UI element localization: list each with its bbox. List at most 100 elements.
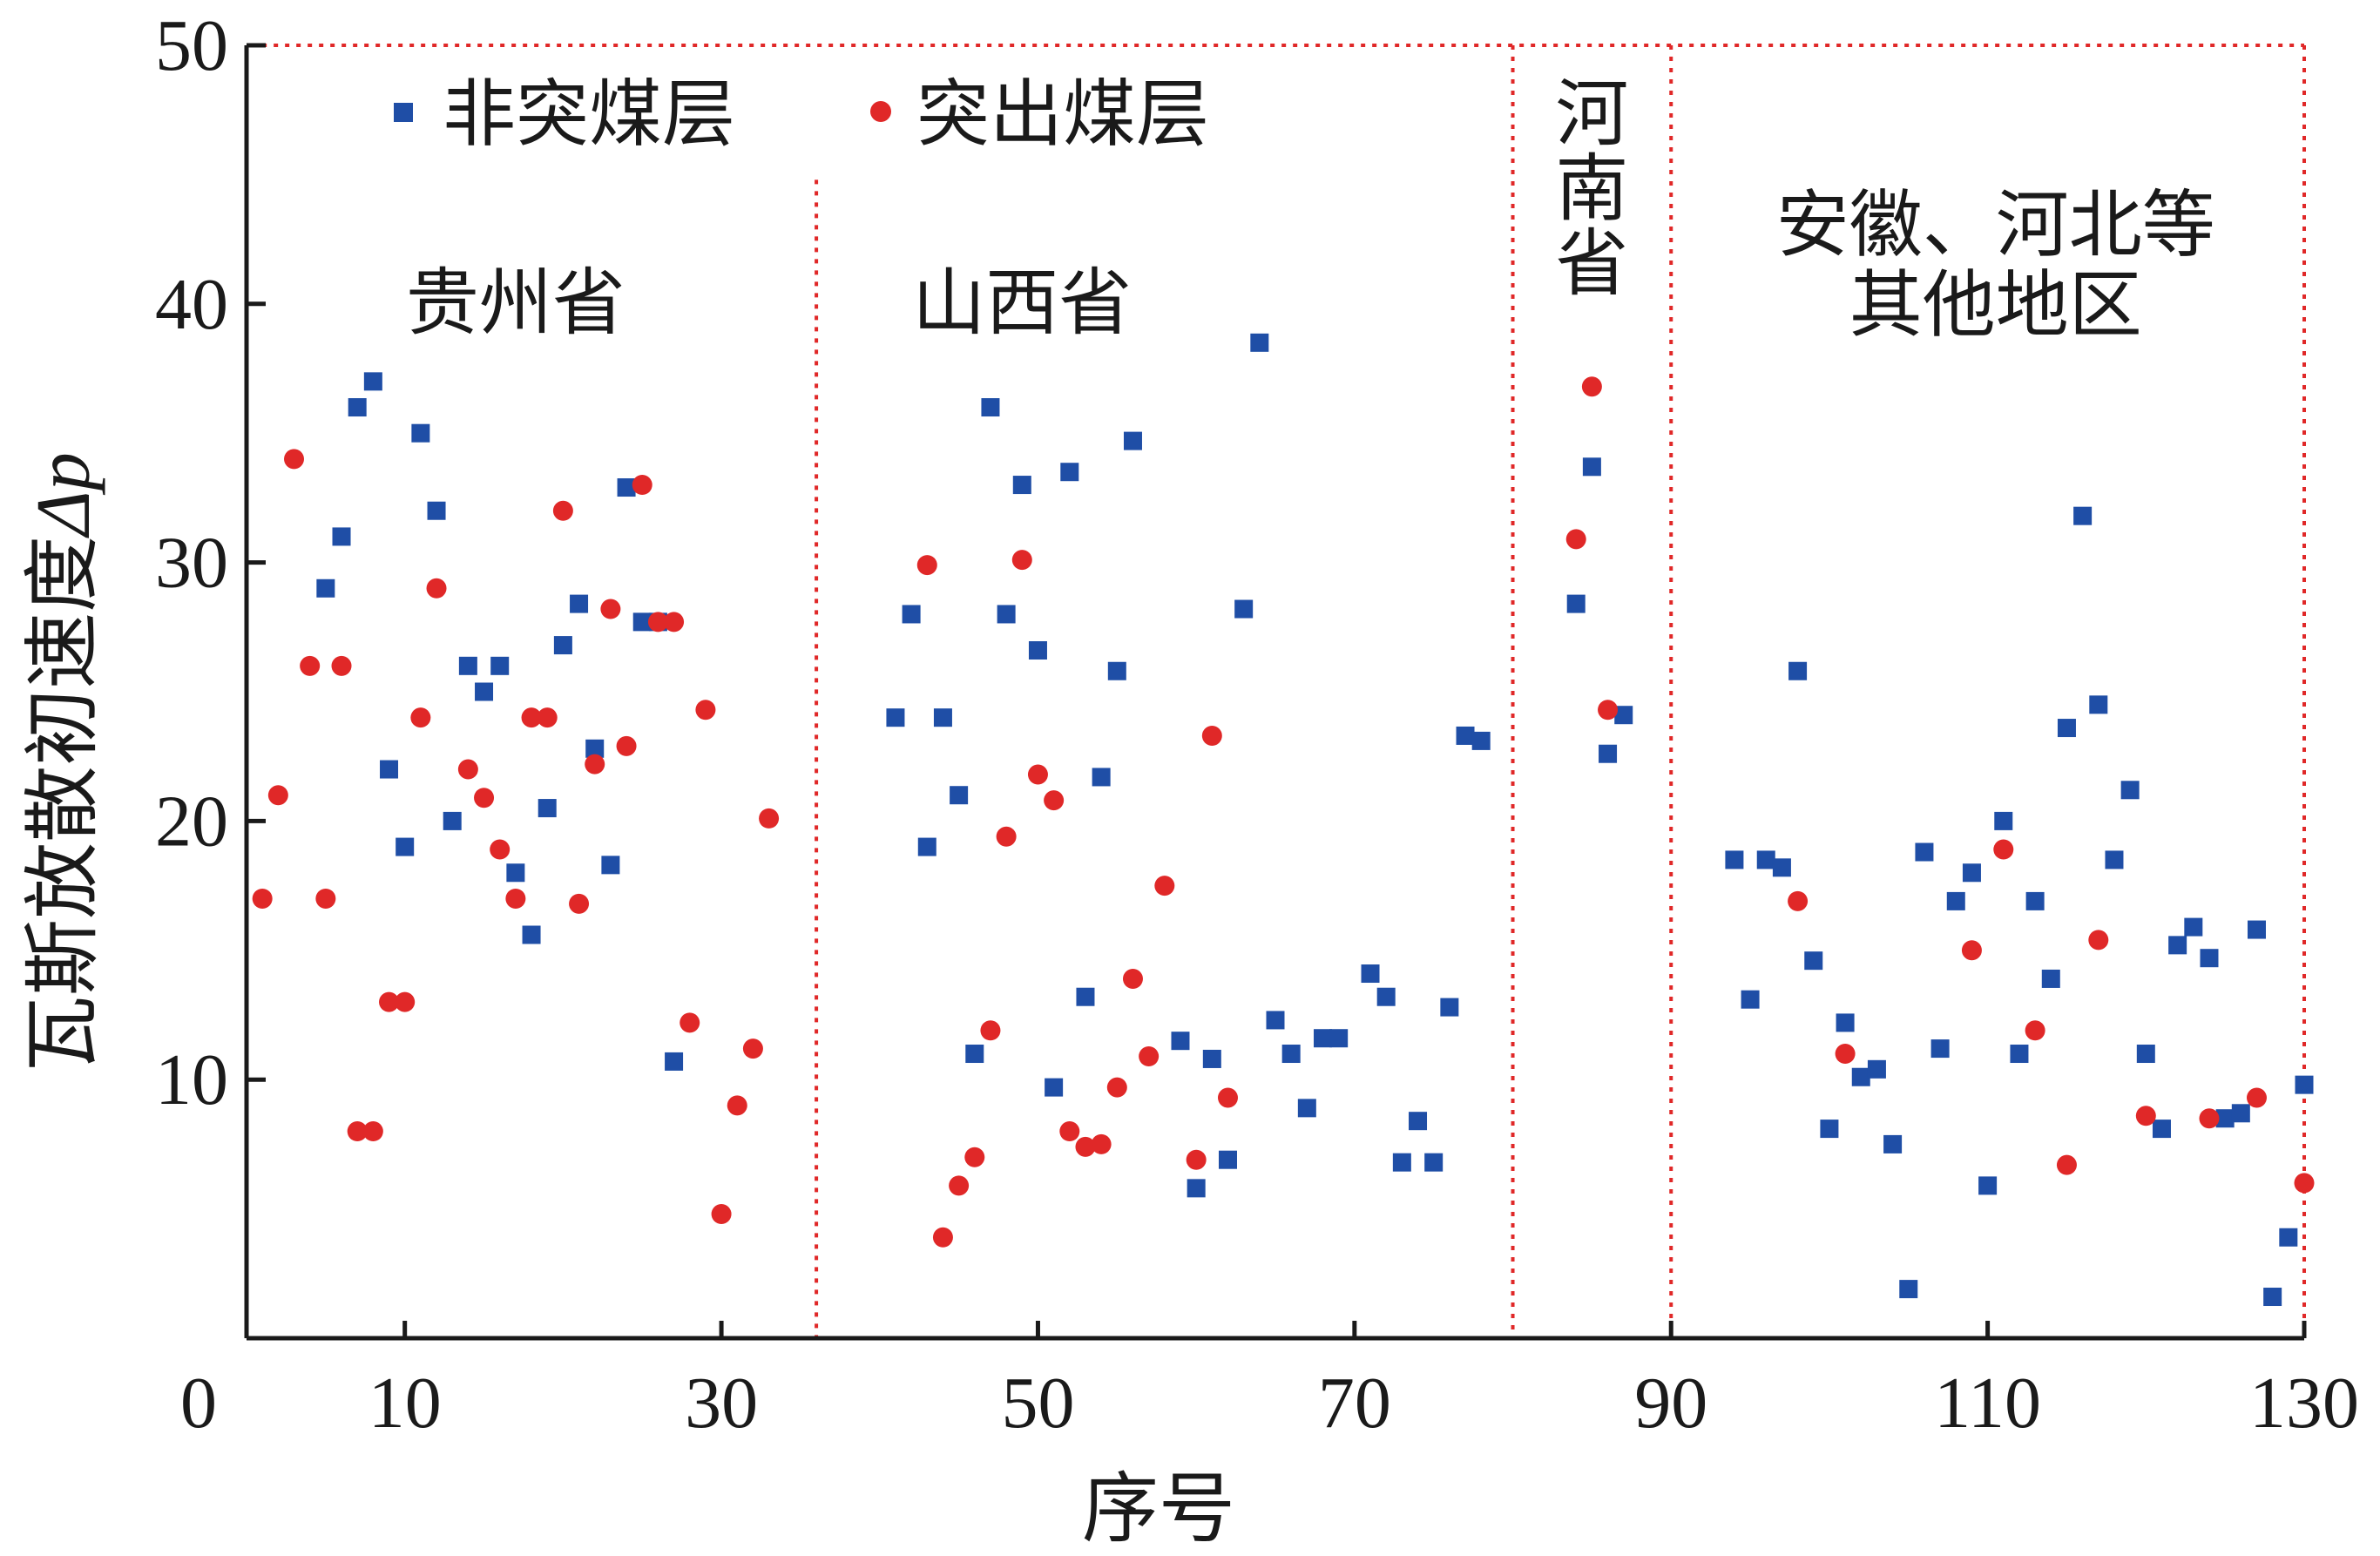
data-point-non-outburst (1329, 1029, 1349, 1048)
data-point-non-outburst (1424, 1153, 1444, 1172)
data-point-non-outburst (2279, 1228, 2298, 1247)
x-tick-label: 0 (180, 1363, 217, 1444)
x-tick-label: 30 (685, 1363, 758, 1444)
region-label: 省 (1555, 221, 1628, 307)
region-dividers (262, 44, 2306, 1338)
data-point-non-outburst (506, 863, 525, 883)
data-point-non-outburst (1883, 1134, 1903, 1153)
data-point-non-outburst (2057, 719, 2076, 738)
data-point-non-outburst (1456, 726, 1475, 745)
legend-marker-outburst (870, 101, 891, 122)
data-point-non-outburst (2025, 891, 2045, 910)
x-tick-label: 50 (1001, 1363, 1074, 1444)
data-point-outburst (1788, 890, 1809, 911)
data-point-non-outburst (1471, 731, 1491, 750)
data-point-non-outburst (886, 708, 905, 727)
data-point-outburst (616, 735, 637, 756)
data-point-outburst (315, 888, 336, 909)
data-point-non-outburst (1930, 1039, 1950, 1059)
data-point-non-outburst (380, 760, 399, 779)
data-point-non-outburst (2073, 506, 2093, 525)
data-point-non-outburst (981, 398, 1000, 417)
data-points (252, 333, 2315, 1307)
data-point-outburst (410, 707, 431, 728)
data-point-outburst (600, 599, 621, 619)
data-point-non-outburst (1867, 1059, 1886, 1079)
data-point-non-outburst (1234, 599, 1254, 619)
data-point-non-outburst (522, 925, 541, 944)
data-point-outburst (664, 612, 685, 633)
data-point-non-outburst (553, 636, 572, 655)
data-point-non-outburst (601, 856, 620, 875)
data-point-non-outburst (2168, 936, 2187, 955)
data-point-non-outburst (1409, 1112, 1428, 1131)
data-point-non-outburst (2200, 949, 2219, 968)
data-point-non-outburst (585, 739, 605, 758)
data-point-outburst (2199, 1108, 2220, 1129)
data-point-outburst (284, 449, 305, 470)
data-point-outburst (1091, 1133, 1112, 1154)
data-point-non-outburst (1250, 333, 1269, 352)
region-label: 河 (1555, 71, 1628, 157)
data-point-outburst (632, 475, 652, 496)
data-point-outburst (916, 555, 937, 576)
y-axis-title-main: 瓦斯放散初速度 (17, 536, 107, 1072)
data-point-non-outburst (1851, 1067, 1870, 1086)
data-point-non-outburst (443, 811, 462, 830)
data-point-non-outburst (1012, 476, 1031, 495)
data-point-non-outburst (1820, 1120, 1839, 1139)
data-point-outburst (1201, 725, 1222, 746)
data-point-outburst (2088, 930, 2109, 951)
data-point-outburst (1059, 1121, 1080, 1142)
data-point-non-outburst (411, 423, 430, 443)
data-point-non-outburst (316, 578, 335, 598)
data-point-non-outburst (2295, 1075, 2314, 1094)
data-point-outburst (1044, 790, 1065, 811)
x-tick-label: 70 (1318, 1363, 1391, 1444)
data-point-non-outburst (1614, 706, 1633, 725)
data-point-non-outburst (1741, 990, 1760, 1009)
data-point-non-outburst (2136, 1045, 2155, 1064)
data-point-non-outburst (1804, 951, 1823, 971)
data-point-outburst (1565, 529, 1586, 550)
data-point-non-outburst (2041, 969, 2060, 988)
data-point-non-outburst (1599, 744, 1618, 763)
data-point-outburst (932, 1227, 953, 1248)
data-point-outburst (742, 1038, 763, 1059)
data-point-non-outburst (1060, 463, 1079, 482)
data-point-outburst (521, 707, 542, 728)
data-point-non-outburst (1281, 1045, 1301, 1064)
legend-marker-non-outburst (394, 103, 413, 122)
data-point-non-outburst (617, 478, 636, 497)
y-tick-label: 30 (155, 523, 228, 604)
data-point-outburst (490, 839, 510, 860)
data-point-non-outburst (2010, 1045, 2029, 1064)
legend: 非突煤层 突出煤层 (394, 71, 1209, 157)
data-point-outburst (379, 991, 400, 1012)
y-tick-label: 40 (155, 264, 228, 345)
data-point-outburst (1186, 1149, 1207, 1170)
data-point-non-outburst (1297, 1099, 1316, 1118)
data-point-outburst (647, 612, 668, 633)
data-point-outburst (395, 991, 416, 1012)
data-point-non-outburst (1392, 1153, 1411, 1172)
data-point-outburst (680, 1012, 700, 1033)
data-point-outburst (1993, 839, 2014, 860)
data-point-non-outburst (950, 786, 969, 805)
y-tick-label: 20 (155, 781, 228, 862)
data-point-non-outburst (490, 656, 510, 675)
data-point-non-outburst (1376, 987, 1396, 1006)
data-point-outburst (505, 888, 526, 909)
data-point-non-outburst (427, 501, 446, 520)
data-point-non-outburst (538, 799, 557, 818)
region-label: 其他地区 (1849, 262, 2142, 348)
data-point-outburst (759, 808, 780, 829)
data-point-outburst (552, 500, 573, 521)
data-point-outburst (1835, 1044, 1856, 1065)
x-tick-label: 110 (1934, 1363, 2041, 1444)
data-point-non-outburst (1566, 594, 1586, 613)
data-point-non-outburst (2215, 1109, 2235, 1128)
data-point-non-outburst (1788, 661, 1808, 680)
